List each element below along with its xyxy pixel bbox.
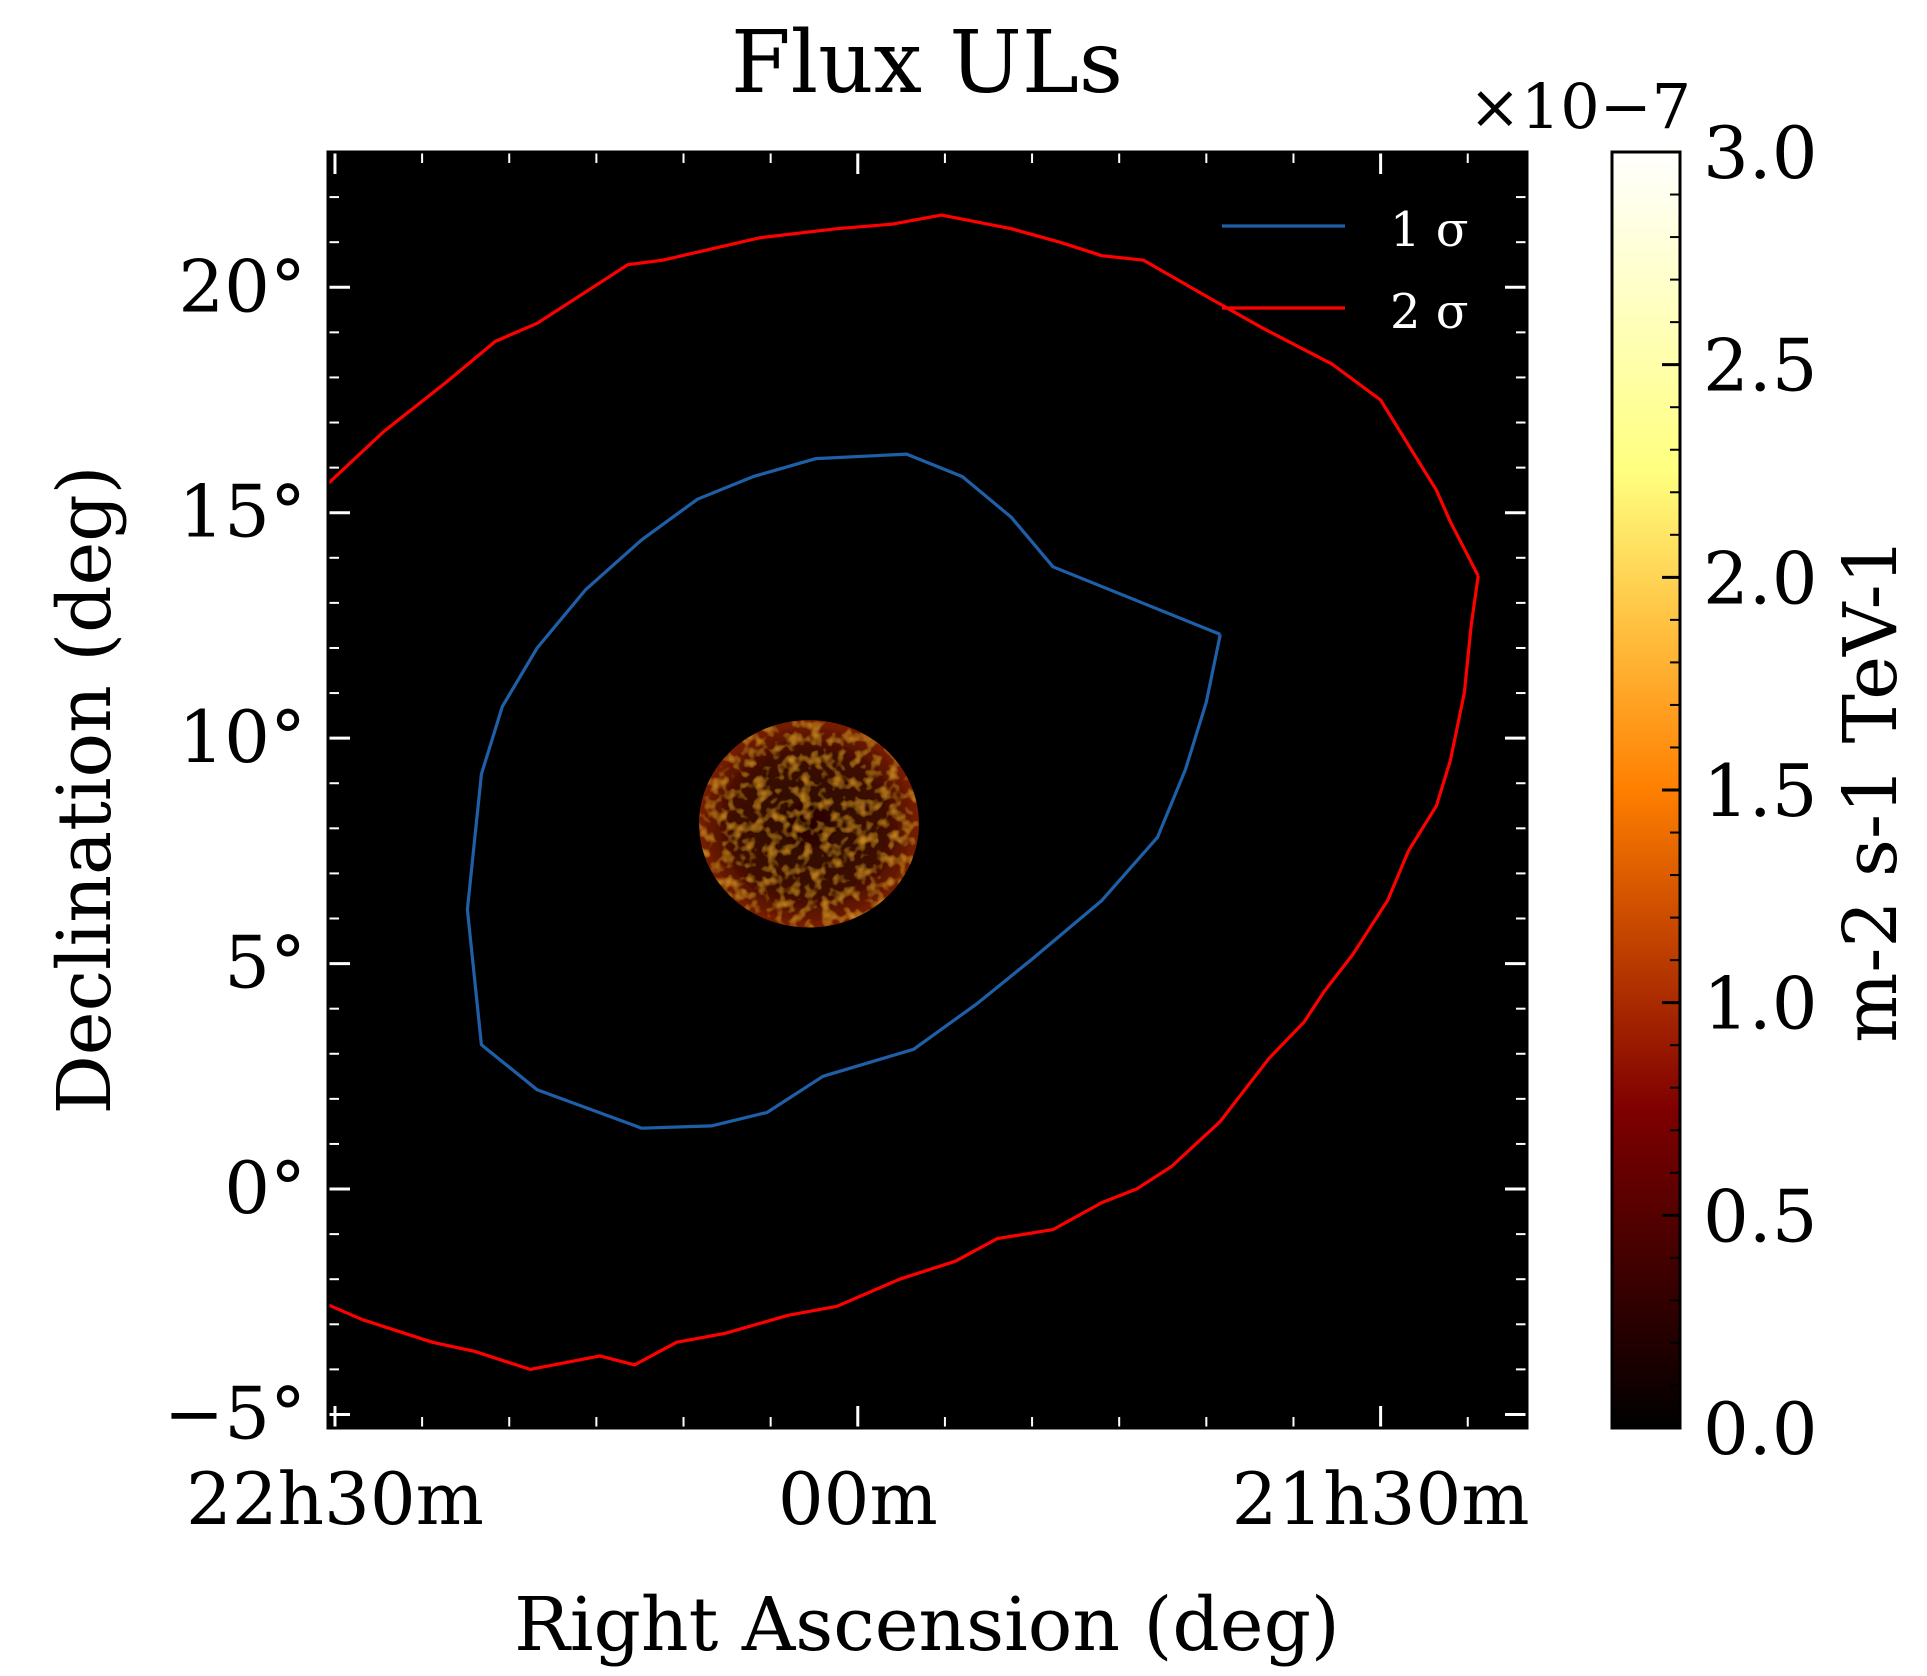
- contour-layer: [328, 213, 1480, 1372]
- x-axis-label: Right Ascension (deg): [514, 1582, 1340, 1668]
- x-tick-label: 00m: [778, 1457, 938, 1541]
- colorbar-tick-label: 1.5: [1703, 749, 1818, 833]
- contour-1sigma: [465, 452, 1222, 1130]
- y-axis-label: Declination (deg): [42, 465, 128, 1114]
- legend-label: 2 σ: [1390, 284, 1469, 340]
- colorbar-tick-label: 1.0: [1703, 962, 1818, 1046]
- contour-2sigma: [328, 213, 1480, 1372]
- colorbar-tick-label: 0.0: [1703, 1387, 1818, 1471]
- x-tick-label: 22h30m: [186, 1457, 484, 1541]
- chart-title: Flux ULs: [731, 13, 1123, 113]
- x-tick-label: 21h30m: [1232, 1457, 1530, 1541]
- y-tick-label: 10°: [178, 695, 306, 779]
- y-tick-label: 5°: [224, 921, 306, 1005]
- y-tick-label: 20°: [178, 244, 306, 328]
- y-tick-label: 15°: [178, 470, 306, 554]
- flux-map-image: [699, 720, 919, 928]
- y-tick-label: 0°: [224, 1146, 306, 1230]
- colorbar-tick-label: 2.5: [1703, 324, 1818, 408]
- colorbar-multiplier: ×10−7: [1469, 70, 1691, 143]
- legend: 1 σ2 σ: [1222, 202, 1469, 340]
- tick-layer: 20° 15° 10° 5° 0° −5°22h30m 00m 21h30m: [164, 152, 1530, 1541]
- colorbar-label: m-2 s-1 TeV-1: [1828, 537, 1914, 1043]
- y-tick-label: −5°: [164, 1371, 306, 1455]
- colorbar-ticks: 0.0 0.5 1.0 1.5 2.0 2.5 3.0: [1662, 111, 1818, 1471]
- plot-area: [328, 152, 1527, 1428]
- colorbar-tick-label: 3.0: [1703, 111, 1818, 195]
- legend-label: 1 σ: [1390, 202, 1469, 258]
- plot-frame: [326, 150, 1529, 1430]
- colorbar-tick-label: 0.5: [1703, 1174, 1818, 1258]
- colorbar-tick-label: 2.0: [1703, 536, 1818, 620]
